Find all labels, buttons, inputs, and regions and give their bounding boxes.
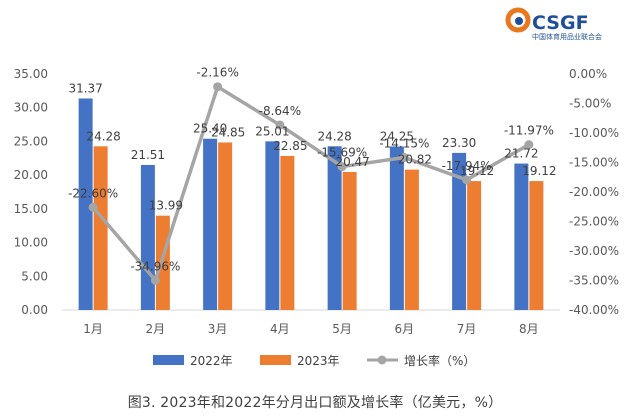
y-left-tick-label: 5.00 (21, 269, 48, 283)
y-left-tick-label: 35.00 (14, 67, 48, 81)
data-label-growth: -2.16% (196, 66, 238, 80)
data-label-2023: 24.28 (86, 129, 120, 143)
bar-2022 (78, 98, 93, 311)
logo-emblem-core (515, 17, 523, 25)
growth-line (88, 82, 534, 285)
bar-2023 (155, 215, 170, 310)
growth-point (399, 152, 409, 162)
data-label-2022: 25.40 (193, 122, 227, 136)
bar-2022 (452, 152, 467, 310)
data-label-growth: -17.94% (442, 159, 492, 173)
logo-emblem (505, 7, 531, 33)
growth-point (213, 82, 223, 92)
data-label-growth: -22.60% (68, 186, 118, 200)
bar-2023 (529, 181, 544, 310)
y-right-tick-label: -20.00% (569, 185, 619, 199)
y-right-tick-label: -30.00% (569, 244, 619, 258)
logo-text: CSGF (532, 12, 589, 34)
legend-swatch-2023 (260, 355, 291, 365)
data-label-growth: -34.96% (130, 259, 180, 273)
logo-subtext: 中国体育用品业联合会 (532, 32, 602, 41)
y-left-tick-label: 10.00 (14, 236, 48, 250)
growth-point (275, 120, 285, 130)
legend-label-growth: 增长率（%） (404, 353, 475, 368)
x-tick-label: 5月 (332, 322, 352, 336)
legend-label-2023: 2023年 (297, 354, 340, 368)
growth-point (337, 162, 347, 172)
growth-point (462, 175, 472, 185)
y-axis-left: 35.00 30.00 25.00 20.00 15.00 10.00 5.00 0.00 (14, 67, 48, 317)
bar-2022 (203, 138, 218, 310)
y-left-tick-label: 25.00 (14, 134, 48, 148)
data-label-2023: 19.12 (460, 164, 494, 178)
data-label-2023: 13.99 (149, 199, 183, 213)
data-label-2022: 23.30 (442, 136, 476, 150)
data-label-growth: -15.69% (317, 146, 367, 160)
bar-2023 (218, 142, 233, 310)
data-label-2022: 25.01 (255, 124, 289, 138)
bar-2022 (140, 164, 155, 310)
bar-2023 (467, 181, 482, 310)
data-label-growth: -14.15% (379, 136, 429, 150)
legend-marker-growth (377, 355, 387, 365)
x-tick-label: 4月 (270, 322, 290, 336)
x-tick-label: 1月 (83, 322, 103, 336)
data-label-2023: 19.12 (522, 164, 556, 178)
data-label-2022: 24.25 (380, 129, 414, 143)
x-tick-label: 6月 (395, 322, 415, 336)
y-left-tick-label: 0.00 (21, 303, 48, 317)
growth-point (524, 140, 534, 150)
data-label-2022: 31.37 (68, 81, 102, 95)
y-right-tick-label: 0.00% (569, 67, 607, 81)
data-label-2023: 20.47 (335, 155, 369, 169)
y-right-tick-label: -35.00% (569, 274, 619, 288)
data-label-2022: 24.28 (317, 129, 351, 143)
x-tick-label: 3月 (208, 322, 228, 336)
x-tick-label: 8月 (519, 322, 539, 336)
data-label-growth: -8.64% (259, 104, 301, 118)
legend: 2022年 2023年 增长率（%） (153, 353, 475, 368)
data-label-2023: 24.85 (211, 125, 245, 139)
bar-2022 (265, 141, 280, 310)
y-left-tick-label: 30.00 (14, 101, 48, 115)
bar-2023 (93, 146, 108, 310)
growth-line-path (91, 84, 530, 283)
bar-2023 (280, 155, 295, 310)
y-right-tick-label: -40.00% (569, 303, 619, 317)
bars (78, 98, 544, 311)
y-left-tick-label: 15.00 (14, 202, 48, 216)
x-tick-label: 7月 (457, 322, 477, 336)
bar-2023 (342, 171, 357, 310)
figure-caption: 图3. 2023年和2022年分月出口额及增长率（亿美元，%） (127, 395, 503, 411)
data-label-2023: 20.82 (398, 153, 432, 167)
bar-2022 (327, 146, 342, 310)
y-right-tick-label: -5.00% (569, 97, 611, 111)
bar-2022 (514, 163, 529, 310)
growth-point (88, 202, 98, 212)
legend-swatch-2022 (153, 355, 184, 365)
growth-point (150, 275, 160, 285)
bar-2022 (389, 146, 404, 310)
y-right-tick-label: -25.00% (569, 215, 619, 229)
legend-label-2022: 2022年 (190, 354, 233, 368)
x-axis: 1月 2月 3月 4月 5月 6月 7月 8月 (83, 322, 538, 336)
data-label-2022: 21.72 (504, 147, 538, 161)
data-label-growth: -11.97% (504, 124, 554, 138)
y-left-tick-label: 20.00 (14, 168, 48, 182)
csgf-logo: CSGF 中国体育用品业联合会 (505, 7, 602, 41)
bar-2023 (404, 169, 419, 310)
y-right-tick-label: -15.00% (569, 156, 619, 170)
data-label-2023: 22.85 (273, 139, 307, 153)
y-right-tick-label: -10.00% (569, 126, 619, 140)
data-label-2022: 21.51 (131, 148, 165, 162)
x-tick-label: 2月 (146, 322, 166, 336)
y-axis-right: 0.00% -5.00% -10.00% -15.00% -20.00% -25.00% -… (569, 67, 619, 317)
